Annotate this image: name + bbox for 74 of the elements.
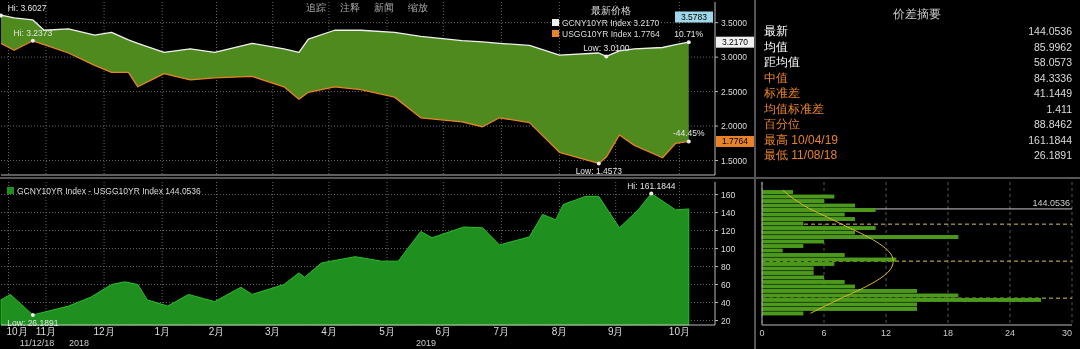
category-label: 均值 — [763, 39, 788, 54]
x-tick-label: 1月 — [154, 326, 170, 337]
category-label: 百分位 — [764, 117, 800, 131]
x-tick-label: 8月 — [551, 326, 568, 337]
category-label: 最低 11/08/18 — [764, 148, 838, 162]
category-label: 均值标准差 — [763, 101, 824, 116]
y-tick-label: 20 — [721, 315, 731, 326]
annotation: 3.5783 — [681, 12, 708, 22]
x-tick-label: 5月 — [379, 326, 395, 337]
annotation: 缩放 — [408, 2, 428, 13]
annotation: 10.71% — [674, 29, 704, 40]
annotation: Low: 1.4573 — [575, 166, 623, 177]
x-tick-label: 11月 — [35, 326, 57, 337]
data-label: 1.411 — [1046, 102, 1073, 115]
data-label: 84.3336 — [1034, 71, 1073, 84]
category-label: 中值 — [764, 70, 788, 85]
text: 3.2170 — [722, 37, 749, 48]
category-label: 标准差 — [763, 86, 800, 100]
y-tick-label: 2.5000 — [721, 86, 748, 97]
x-tick-label: 6月 — [435, 326, 452, 337]
x-tick-label: 6 — [821, 328, 827, 338]
data-label: 144.0536 — [1028, 25, 1073, 37]
x-tick-label: 0 — [759, 328, 765, 338]
y-tick-label: 60 — [721, 279, 731, 290]
x-tick-label: 10月 — [6, 326, 28, 337]
y-tick-label: 80 — [721, 261, 731, 272]
x-tick-label: 12月 — [93, 326, 115, 337]
annotation: Low: 3.0100 — [583, 43, 630, 54]
category-label: 最新 — [764, 24, 788, 38]
y-tick-label: 160 — [721, 189, 736, 200]
category-label: 最高 10/04/19 — [764, 132, 839, 147]
data-label: 85.9962 — [1034, 40, 1073, 53]
y-tick-label: 120 — [721, 225, 736, 236]
annotation: 新闻 — [374, 2, 394, 13]
data-label: 58.0573 — [1034, 56, 1073, 68]
data-label: 41.1449 — [1034, 87, 1073, 99]
text: 11/12/18 — [19, 338, 55, 348]
x-tick-label: 2月 — [208, 326, 225, 337]
annotation: Hi: 161.1844 — [627, 180, 676, 191]
ref-line-label: 144.0536 — [1032, 197, 1070, 208]
y-tick-label: 2.0000 — [721, 121, 748, 132]
data-label: 161.1844 — [1028, 133, 1073, 146]
x-tick-label: 12 — [880, 328, 892, 338]
annotation: Hi: 3.2373 — [13, 27, 53, 38]
data-label: 26.1891 — [1034, 149, 1073, 161]
x-tick-label: 4月 — [321, 326, 337, 337]
x-tick-label: 7月 — [493, 326, 510, 337]
annotation: 追踪 — [306, 2, 326, 13]
x-tick-label: 9月 — [607, 326, 624, 337]
y-tick-label: 1.5000 — [721, 155, 748, 166]
legend-label: USGG10YR Index 1.7764 — [562, 29, 661, 39]
annotation: Hi: 3.6027 — [7, 2, 47, 13]
text: 2018 — [68, 338, 90, 348]
y-tick-label: 3.5000 — [721, 17, 748, 28]
text: 价差摘要 — [892, 7, 941, 21]
x-tick-label: 18 — [942, 328, 954, 338]
x-tick-label: 3月 — [264, 326, 281, 337]
data-label: 88.8462 — [1034, 118, 1073, 130]
annotation: Low: 26.1891 — [7, 317, 59, 328]
y-tick-label: 140 — [721, 207, 736, 218]
y-tick-label: 100 — [721, 243, 736, 254]
annotation: -44.45% — [672, 128, 706, 139]
x-tick-label: 24 — [1004, 328, 1016, 338]
x-tick-label: 30 — [1061, 328, 1073, 338]
category-label: 距均值 — [764, 55, 800, 69]
x-tick-label: 10月 — [668, 326, 690, 337]
text: 2019 — [415, 338, 437, 348]
text: 1.7764 — [722, 136, 749, 147]
legend-label: GCNY10YR Index - USGG10YR Index 144.0536 — [17, 186, 202, 196]
y-tick-label: 3.0000 — [721, 52, 748, 63]
legend-label: GCNY10YR Index 3.2170 — [562, 18, 660, 28]
legend-title: 最新价格 — [591, 5, 631, 16]
y-tick-label: 40 — [721, 297, 731, 308]
annotation: 注释 — [340, 2, 360, 13]
